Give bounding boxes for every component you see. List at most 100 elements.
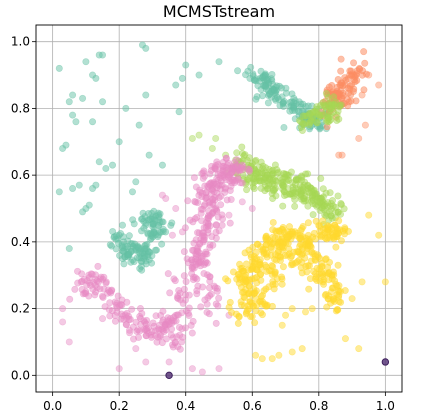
data-point	[330, 271, 338, 279]
data-point	[165, 371, 173, 380]
data-point	[268, 262, 276, 270]
data-point	[55, 64, 63, 72]
data-point	[234, 271, 242, 279]
data-point	[213, 287, 221, 295]
data-point	[158, 240, 166, 248]
data-point	[162, 194, 170, 202]
data-point	[130, 220, 138, 228]
data-point	[171, 338, 179, 346]
data-point	[248, 312, 256, 320]
data-point	[201, 200, 209, 208]
data-point	[190, 174, 198, 182]
data-point	[256, 177, 264, 185]
data-point	[335, 291, 343, 299]
data-point	[279, 263, 287, 271]
data-point	[205, 310, 213, 318]
data-point	[218, 162, 226, 170]
data-point	[262, 174, 270, 182]
data-point	[335, 151, 343, 159]
data-point	[142, 219, 150, 227]
data-point	[138, 215, 146, 223]
data-point	[157, 228, 165, 236]
data-point	[358, 91, 366, 99]
data-point	[226, 298, 234, 306]
data-point	[122, 104, 130, 112]
data-point	[355, 345, 363, 353]
x-tick-label: 0.4	[176, 399, 195, 413]
data-point	[258, 92, 266, 100]
data-point	[283, 233, 291, 241]
data-point	[185, 312, 193, 320]
data-point	[207, 190, 215, 198]
data-point	[288, 90, 296, 98]
data-point	[142, 358, 150, 366]
data-point	[195, 71, 203, 79]
x-tick-label: 0.6	[243, 399, 262, 413]
axis-ticks: 0.0 0.2 0.4 0.6 0.8 1.0 0.0 0.2 0.4 0.6 0.8 1.0	[11, 35, 395, 413]
data-point	[242, 71, 250, 79]
data-point	[227, 196, 235, 204]
data-point	[335, 217, 343, 225]
data-point	[187, 321, 195, 329]
data-point	[285, 223, 293, 231]
data-point	[273, 275, 281, 283]
data-point	[324, 114, 332, 122]
data-point	[105, 306, 113, 314]
data-point	[202, 258, 210, 266]
y-tick-label: 0.6	[11, 168, 30, 182]
data-point	[165, 358, 173, 366]
data-point	[125, 250, 133, 258]
data-point	[337, 298, 345, 306]
data-point	[304, 219, 312, 227]
data-point	[99, 98, 107, 106]
data-point	[134, 243, 142, 251]
data-point	[232, 310, 240, 318]
data-point	[128, 188, 136, 196]
data-point	[328, 225, 336, 233]
data-point	[311, 252, 319, 260]
data-point	[142, 325, 150, 333]
data-point	[264, 184, 272, 192]
data-point	[134, 326, 142, 334]
data-point	[316, 222, 324, 230]
data-point	[136, 305, 144, 313]
data-point	[313, 119, 321, 127]
data-point	[271, 161, 279, 169]
data-point	[356, 65, 364, 73]
data-point	[299, 185, 307, 193]
data-point	[260, 248, 268, 256]
data-point	[238, 198, 246, 206]
data-point	[298, 345, 306, 353]
x-tick-label: 0.8	[309, 399, 328, 413]
data-point	[297, 123, 305, 131]
data-point	[238, 143, 246, 151]
y-tick-label: 0.4	[11, 235, 30, 249]
data-point	[257, 169, 265, 177]
data-point	[125, 326, 133, 334]
data-point	[159, 307, 167, 315]
data-point	[296, 234, 304, 242]
data-point	[304, 170, 312, 178]
data-point	[151, 246, 159, 254]
data-point	[199, 169, 207, 177]
data-point	[358, 71, 366, 79]
x-tick-label: 1.0	[376, 399, 395, 413]
data-point	[100, 273, 108, 281]
data-point	[172, 205, 180, 213]
data-point	[260, 287, 268, 295]
chart-title: MCMSTstream	[163, 2, 275, 21]
data-point	[267, 251, 275, 259]
data-point	[234, 67, 242, 75]
data-point	[92, 181, 100, 189]
data-point	[182, 61, 190, 69]
data-point	[279, 202, 287, 210]
data-point	[292, 189, 300, 197]
data-point	[182, 278, 190, 286]
data-point	[262, 164, 270, 172]
data-point	[375, 81, 383, 89]
data-point	[158, 339, 166, 347]
data-point	[208, 144, 216, 152]
data-point	[164, 270, 172, 278]
data-point	[304, 262, 312, 270]
plot-frame	[35, 24, 403, 393]
